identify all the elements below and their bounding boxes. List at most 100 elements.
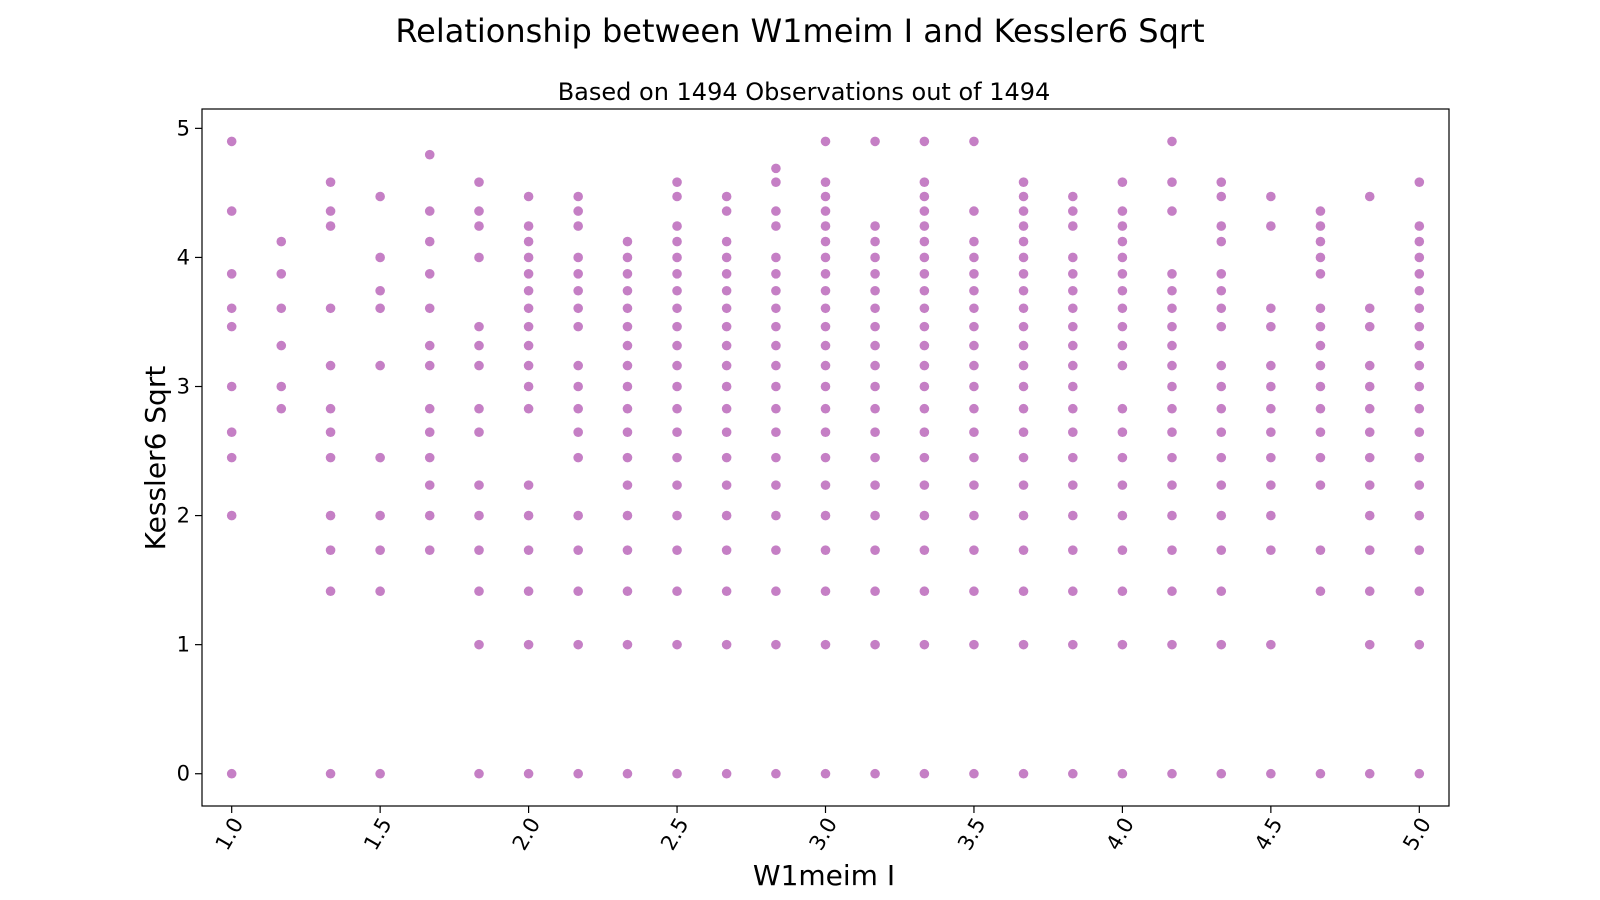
scatter-point	[622, 403, 633, 414]
scatter-point	[1167, 360, 1177, 371]
scatter-point	[1266, 545, 1276, 555]
scatter-point	[1364, 381, 1375, 392]
scatter-point	[919, 136, 930, 147]
scatter-point	[1216, 480, 1227, 490]
scatter-point	[1167, 452, 1177, 463]
scatter-point	[375, 510, 385, 521]
scatter-point	[1414, 768, 1425, 779]
scatter-point	[771, 480, 781, 490]
scatter-point	[276, 269, 287, 279]
scatter-point	[573, 452, 583, 463]
scatter-point	[1117, 285, 1128, 296]
scatter-point	[969, 545, 979, 555]
scatter-point	[919, 252, 930, 263]
scatter-point	[870, 452, 880, 463]
scatter-point	[919, 381, 930, 392]
scatter-point	[771, 321, 781, 332]
scatter-point	[870, 427, 880, 438]
scatter-point	[870, 269, 880, 279]
scatter-point	[672, 285, 682, 296]
scatter-point	[1117, 206, 1128, 216]
scatter-point	[1068, 252, 1078, 263]
scatter-point	[474, 768, 484, 779]
scatter-point	[325, 303, 336, 314]
scatter-point	[721, 321, 732, 332]
scatter-point	[523, 639, 534, 650]
scatter-point	[1315, 427, 1326, 438]
scatter-point	[325, 177, 336, 187]
scatter-point	[1216, 545, 1227, 555]
scatter-point	[325, 768, 336, 779]
scatter-point	[1216, 177, 1227, 187]
scatter-point	[771, 403, 781, 414]
scatter-point	[424, 403, 435, 414]
scatter-point	[771, 206, 781, 216]
scatter-point	[771, 285, 781, 296]
scatter-point	[1018, 252, 1029, 263]
scatter-point	[1018, 340, 1029, 351]
scatter-point	[1018, 427, 1029, 438]
scatter-point	[1414, 252, 1425, 263]
scatter-point	[1068, 545, 1078, 555]
scatter-point	[1266, 321, 1276, 332]
scatter-point	[523, 381, 534, 392]
scatter-point	[1216, 510, 1227, 521]
scatter-point	[1018, 768, 1029, 779]
scatter-point	[820, 403, 831, 414]
scatter-point	[1018, 403, 1029, 414]
scatter-point	[1167, 768, 1177, 779]
scatter-point	[1068, 452, 1078, 463]
scatter-point	[919, 360, 930, 371]
scatter-point	[1414, 177, 1425, 187]
scatter-point	[622, 545, 633, 555]
scatter-point	[1266, 768, 1276, 779]
scatter-point	[870, 136, 880, 147]
x-tick-label: 5.0	[1398, 814, 1435, 855]
scatter-point	[721, 206, 732, 216]
scatter-point	[1068, 221, 1078, 231]
scatter-point	[721, 427, 732, 438]
scatter-point	[325, 221, 336, 231]
x-tick-label: 2.5	[656, 814, 693, 855]
scatter-point	[1364, 303, 1375, 314]
scatter-point	[1018, 381, 1029, 392]
scatter-point	[226, 452, 237, 463]
scatter-point	[1068, 360, 1078, 371]
scatter-point	[1068, 480, 1078, 490]
scatter-point	[919, 340, 930, 351]
scatter-point	[622, 510, 633, 521]
scatter-point	[226, 510, 237, 521]
scatter-point	[1266, 303, 1276, 314]
scatter-point	[672, 269, 682, 279]
scatter-point	[622, 480, 633, 490]
scatter-point	[870, 381, 880, 392]
scatter-point	[424, 427, 435, 438]
scatter-point	[870, 360, 880, 371]
scatter-point	[1167, 206, 1177, 216]
scatter-point	[1117, 360, 1128, 371]
scatter-point	[523, 360, 534, 371]
scatter-point	[672, 221, 682, 231]
scatter-point	[276, 303, 287, 314]
y-tick-label: 2	[177, 504, 190, 528]
scatter-point	[1315, 360, 1326, 371]
scatter-point	[573, 768, 583, 779]
scatter-point	[969, 480, 979, 490]
scatter-point	[721, 480, 732, 490]
scatter-point	[1018, 206, 1029, 216]
scatter-point	[1216, 221, 1227, 231]
y-axis-label: Kessler6 Sqrt	[139, 366, 172, 551]
scatter-point	[375, 586, 385, 597]
scatter-point	[1216, 768, 1227, 779]
scatter-point	[820, 452, 831, 463]
scatter-point	[276, 340, 287, 351]
scatter-point	[820, 768, 831, 779]
scatter-point	[226, 269, 237, 279]
scatter-point	[820, 360, 831, 371]
scatter-point	[820, 136, 831, 147]
scatter-point	[622, 252, 633, 263]
scatter-point	[573, 269, 583, 279]
scatter-point	[622, 236, 633, 247]
scatter-point	[969, 427, 979, 438]
scatter-point	[325, 206, 336, 216]
